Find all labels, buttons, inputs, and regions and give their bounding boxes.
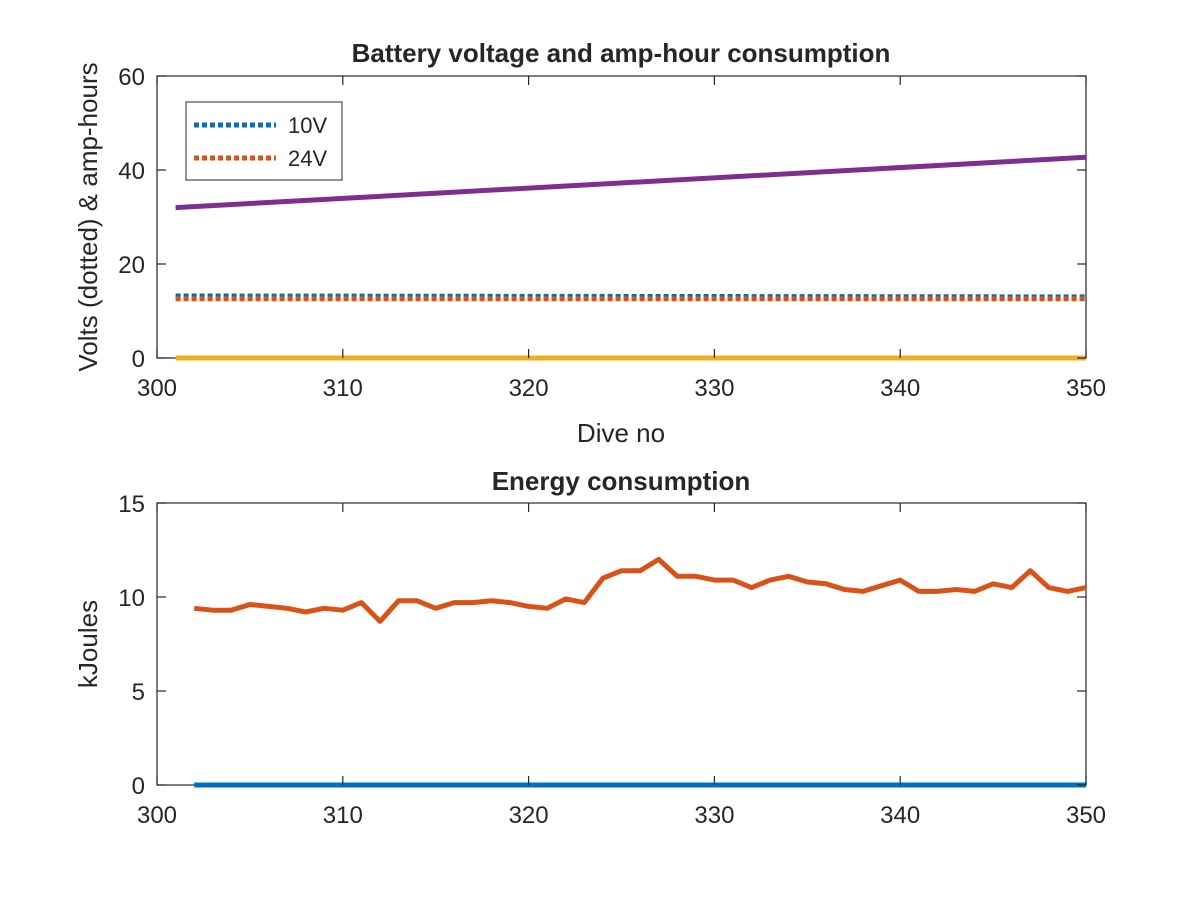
- y-tick-label: 20: [118, 252, 145, 279]
- x-tick-label: 350: [1066, 802, 1106, 829]
- series-group: [175, 154, 1087, 361]
- y-tick-label: 40: [118, 158, 145, 185]
- y-tick-label: 5: [132, 679, 145, 706]
- y-tick-label: 0: [132, 773, 145, 800]
- x-tick-label: 330: [694, 802, 734, 829]
- voltage-amp-hour-chart: Battery voltage and amp-hour consumption…: [73, 38, 1106, 448]
- x-tick-label: 330: [694, 375, 734, 402]
- y-axis-label: kJoules: [73, 600, 103, 688]
- x-tick-label: 300: [137, 802, 177, 829]
- x-tick-label: 320: [509, 375, 549, 402]
- x-tick-label: 320: [509, 802, 549, 829]
- y-tick-label: 0: [132, 346, 145, 373]
- x-axis-label: Dive no: [577, 418, 665, 448]
- x-tick-label: 340: [880, 802, 920, 829]
- y-tick-label: 10: [118, 585, 145, 612]
- y-axis-label: Volts (dotted) & amp-hours: [73, 62, 103, 371]
- chart-title: Battery voltage and amp-hour consumption: [352, 38, 891, 68]
- series-line-3: [175, 154, 1087, 211]
- legend: 10V 24V: [185, 101, 343, 181]
- legend-label-10v: 10V: [288, 113, 327, 138]
- legend-box: [185, 101, 343, 181]
- x-tick-label: 340: [880, 375, 920, 402]
- axis-ticks: 300 310 320 330 340 350 0 20 40 60: [118, 64, 1106, 402]
- y-tick-label: 15: [118, 491, 145, 518]
- plot-area: [156, 502, 1087, 786]
- x-tick-label: 300: [137, 375, 177, 402]
- chart-title: Energy consumption: [492, 466, 751, 496]
- axis-ticks: 300 310 320 330 340 350 0 5 10 15: [118, 491, 1106, 829]
- energy-consumption-chart: Energy consumption 300 310 320 330 340 350 0 5 1…: [73, 466, 1106, 829]
- y-tick-label: 60: [118, 64, 145, 91]
- x-tick-label: 350: [1066, 375, 1106, 402]
- series-line-1: [193, 556, 1087, 624]
- x-tick-label: 310: [323, 375, 363, 402]
- x-tick-label: 310: [323, 802, 363, 829]
- legend-label-24v: 24V: [288, 146, 327, 171]
